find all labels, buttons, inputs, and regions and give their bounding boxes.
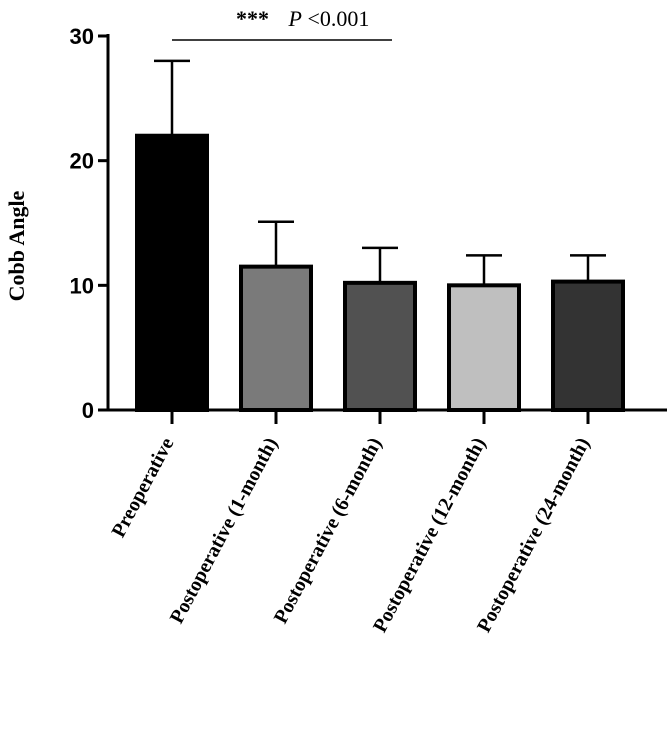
y-tick-label: 30 (70, 24, 94, 49)
x-ticks-group (170, 410, 590, 424)
y-tick-label: 10 (70, 273, 94, 298)
p-label: P (288, 6, 302, 31)
bar (447, 283, 521, 413)
significance-annotation: *** P <0.001 (172, 6, 392, 41)
category-label: Postoperative (12-month) (369, 434, 490, 636)
bar (135, 133, 209, 412)
error-bars-group (154, 59, 606, 286)
category-label: Postoperative (24-month) (473, 434, 594, 636)
y-axis-label: Cobb Angle (4, 190, 29, 301)
y-tick-label: 0 (82, 398, 94, 423)
category-label: Postoperative (6-month) (270, 434, 387, 627)
p-value: <0.001 (307, 6, 369, 31)
y-ticks-group: 0 10 20 30 (70, 24, 108, 423)
y-tick-label: 20 (70, 149, 94, 174)
bar (551, 279, 625, 412)
category-label: Preoperative (108, 434, 179, 541)
bar (343, 280, 417, 412)
bar (239, 264, 313, 412)
category-label: Postoperative (1-month) (166, 434, 283, 627)
significance-stars: *** (236, 6, 269, 31)
significance-text: *** P <0.001 (236, 6, 369, 31)
